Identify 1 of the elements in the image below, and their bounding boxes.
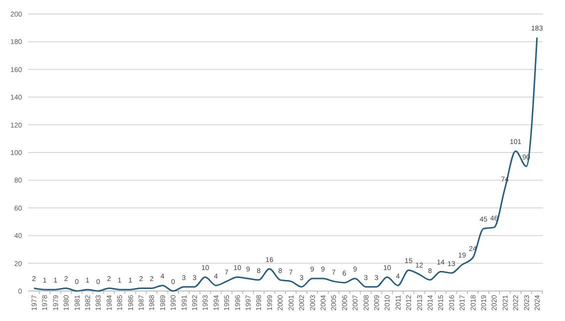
line-series — [33, 36, 538, 292]
